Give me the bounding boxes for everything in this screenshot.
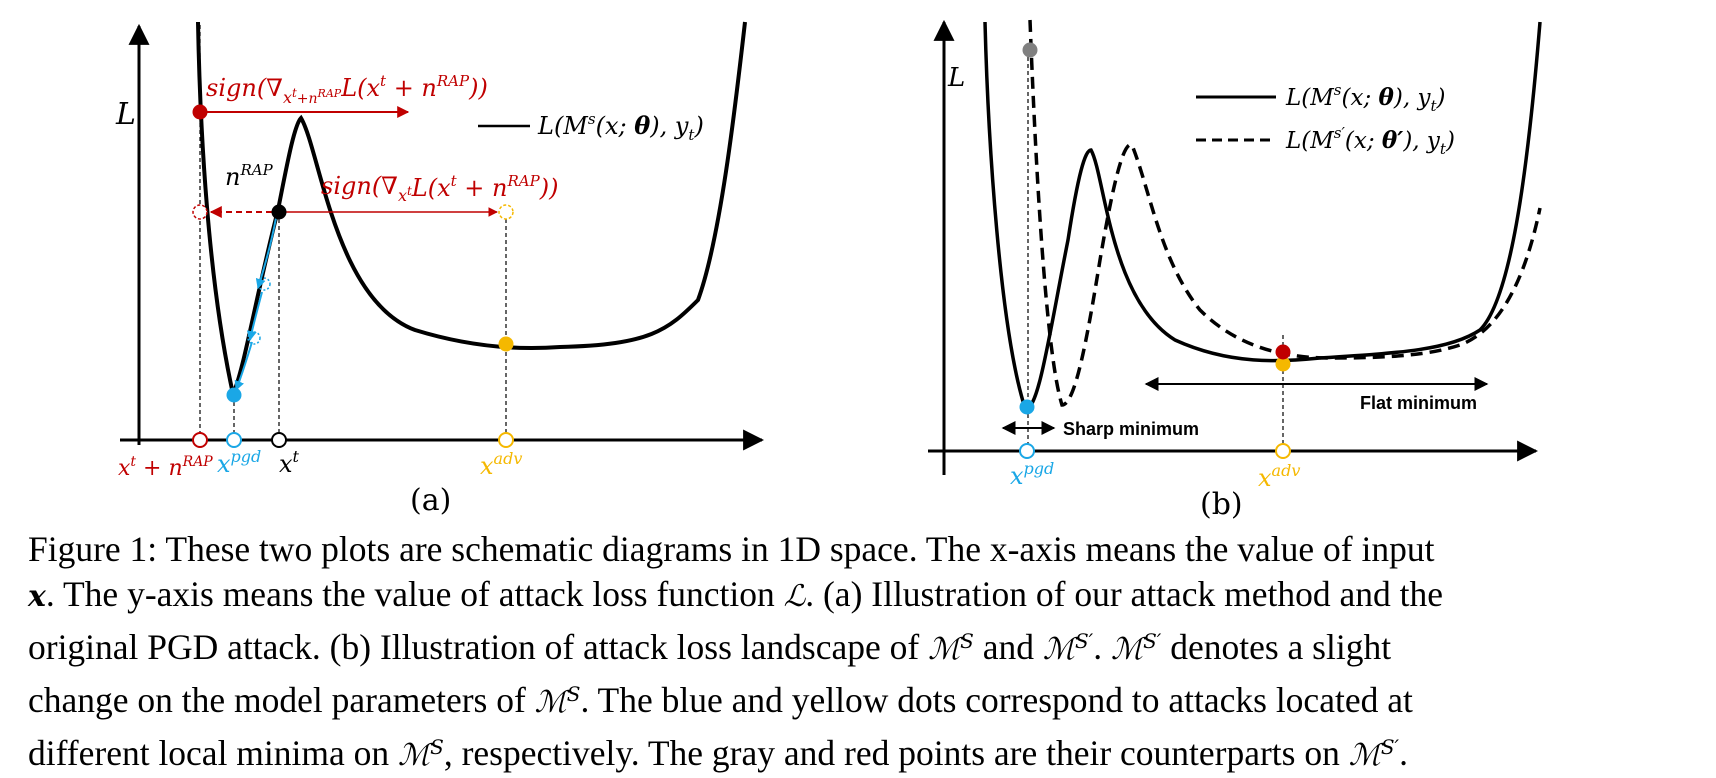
panel-b-gray-dot xyxy=(1022,42,1038,58)
panel-a-xlabel-xt: xt xyxy=(279,447,300,478)
caption-line-4: change on the model parameters of ℳS. Th… xyxy=(28,680,1413,720)
caption-line-2: x. The y-axis means the value of attack … xyxy=(28,574,1444,614)
panel-a-yellow-dot xyxy=(498,336,514,352)
panel-a-sublabel: (a) xyxy=(410,483,451,518)
panel-a-xlabel-xt-rap: xt + nRAP xyxy=(118,454,213,481)
caption-line-5: different local minima on ℳS, respective… xyxy=(28,733,1408,773)
panel-a-xmark-xt xyxy=(271,432,287,448)
caption-line-3: original PGD attack. (b) Illustration of… xyxy=(28,627,1392,667)
panel-b-sublabel: (b) xyxy=(1200,487,1243,522)
panel-b-xlabel-pgd: xpgd xyxy=(1010,459,1054,490)
panel-a-loss-curve xyxy=(196,21,747,401)
panel-a-xmark-adv xyxy=(498,432,514,448)
panel-a-xlabel-pgd: xpgd xyxy=(217,447,261,478)
panel-b-xmark-adv xyxy=(1275,443,1291,459)
panel-b-flat-label: Flat minimum xyxy=(1360,393,1477,413)
caption-line-5b: , respectively. The gray and red points … xyxy=(443,733,1340,773)
panel-a-blue-dot xyxy=(226,387,242,403)
panel-a-black-arrow-label: sign(∇xtL(xt + nRAP)) xyxy=(321,172,558,205)
caption-line-3a: original PGD attack. (b) Illustration of… xyxy=(28,627,920,667)
panel-b-solid-curve xyxy=(983,21,1542,410)
caption-line-3b: and xyxy=(982,627,1035,667)
caption-line-3c: denotes a slight xyxy=(1170,627,1392,667)
panel-a: L sign(∇xt+nRAPL(xt + nRAP)) nRAP sign(∇… xyxy=(115,21,765,518)
panel-b-yellow-dot xyxy=(1275,356,1291,372)
panel-b-xlabel-adv: xadv xyxy=(1258,461,1300,492)
panel-a-red-dot xyxy=(192,104,208,120)
panel-a-pgd-step-2 xyxy=(247,331,261,345)
caption-line-4b: . The blue and yellow dots correspond to… xyxy=(580,680,1413,720)
figure-caption: Figure 1: These two plots are schematic … xyxy=(28,527,1688,778)
panel-a-pgd-path-2 xyxy=(246,291,263,341)
caption-line-4a: change on the model parameters of xyxy=(28,680,526,720)
panel-a-xmark-pgd xyxy=(226,432,242,448)
panel-a-xlabel-adv: xadv xyxy=(480,449,522,480)
panel-a-black-dot xyxy=(271,204,287,220)
panel-a-pgd-path-3 xyxy=(234,341,253,391)
panel-b-red-dot xyxy=(1275,344,1291,360)
panel-a-yellow-dashed-dot xyxy=(498,204,514,220)
panel-b-y-label: L xyxy=(947,63,965,93)
caption-line-5a: different local minima on xyxy=(28,733,390,773)
panel-a-red-arrow-label: sign(∇xt+nRAPL(xt + nRAP)) xyxy=(206,72,488,107)
panel-b-xmark-pgd xyxy=(1019,443,1035,459)
panel-a-nrap-label: nRAP xyxy=(225,161,274,191)
caption-line-1: Figure 1: These two plots are schematic … xyxy=(28,529,1435,569)
panel-a-xmark-xt-rap xyxy=(192,432,208,448)
panel-a-pgd-path xyxy=(255,217,277,289)
panel-b-sharp-label: Sharp minimum xyxy=(1063,419,1199,439)
panel-b-blue-dot xyxy=(1019,399,1035,415)
panel-b-legend-solid: L(Ms(x; θ), yt) xyxy=(1285,81,1445,115)
caption-line-2b: . (a) Illustration of our attack method … xyxy=(805,574,1444,614)
panel-b-dashed-curve xyxy=(1028,19,1542,407)
caption-line-2a: . The y-axis means the value of attack l… xyxy=(45,574,775,614)
panel-b-legend-dashed: L(Ms′(x; θ′), yt) xyxy=(1285,124,1455,158)
panel-a-red-dashed-dot xyxy=(192,204,208,220)
panel-a-pgd-step-1 xyxy=(257,277,271,291)
panel-b: L xpgd xadv Sharp minimum Flat minimum L… xyxy=(928,19,1542,522)
panel-a-y-label: L xyxy=(115,97,136,132)
panel-a-legend-label: L(Ms(x; θ), yt) xyxy=(537,110,704,144)
